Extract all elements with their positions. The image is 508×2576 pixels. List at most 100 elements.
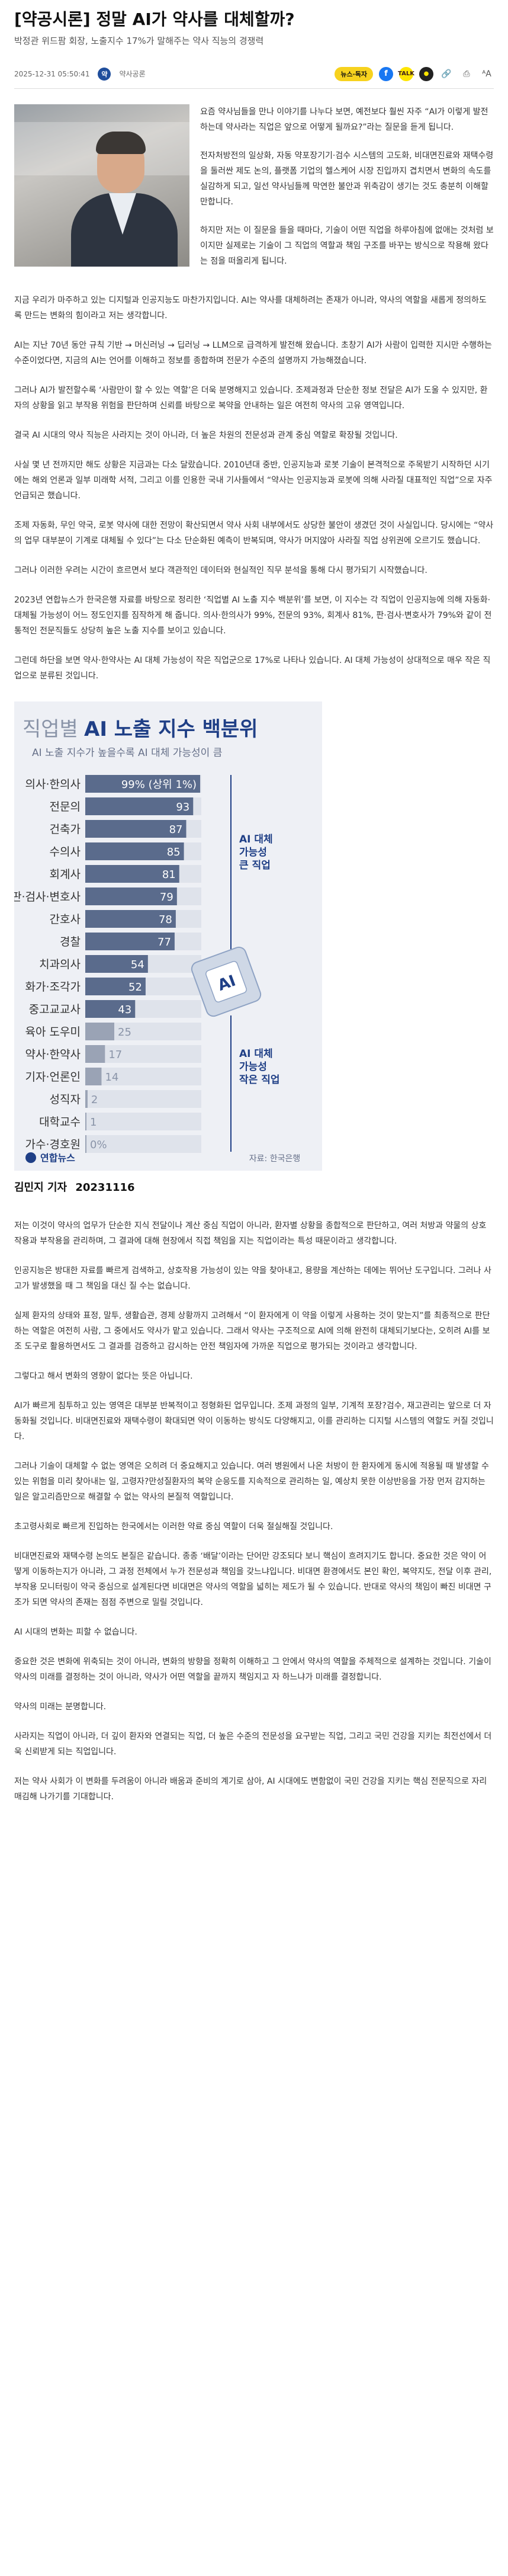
- bar: [85, 887, 177, 905]
- annotation-high-line: 큰 직업: [239, 860, 271, 872]
- body-paragraph: 지금 우리가 마주하고 있는 디지털과 인공지능도 마찬가지입니다. AI는 약…: [14, 296, 487, 321]
- category-label: 의사·한의사: [25, 778, 81, 791]
- bar-track: [85, 1135, 201, 1153]
- body-paragraph: 인공지능은 방대한 자료를 빠르게 검색하고, 상호작용 가능성이 있는 약을 …: [14, 1266, 491, 1291]
- category-label: 치과의사: [39, 958, 81, 971]
- bar: [85, 842, 184, 860]
- body-paragraph: AI는 지난 70년 동안 규칙 기반 → 머신러닝 → 딥러닝 → LLM으로…: [14, 341, 492, 366]
- article-body-part1: 지금 우리가 마주하고 있는 디지털과 인공지능도 마찬가지입니다. AI는 약…: [14, 293, 494, 684]
- value-label: 77: [157, 936, 171, 949]
- publisher-name[interactable]: 약사공론: [119, 70, 146, 78]
- chart-title: AI 노출 지수 백분위: [84, 717, 258, 741]
- bar: [85, 820, 187, 838]
- publisher-logo-icon: 약: [98, 67, 111, 81]
- chart-svg: 직업별 AI 노출 지수 백분위 AI 노출 지수가 높을수록 AI 대체 가능…: [11, 717, 300, 1164]
- category-label: 간호사: [50, 913, 81, 926]
- bar: [85, 1068, 102, 1085]
- bar: [85, 933, 175, 950]
- value-label: 85: [167, 846, 181, 858]
- intro-paragraph: 요즘 약사님들을 만나 이야기를 나누다 보면, 예전보다 훨씬 자주 “AI가…: [200, 107, 488, 132]
- link-icon[interactable]: 🔗: [441, 69, 452, 79]
- category-label: 건축가: [50, 823, 81, 836]
- facebook-icon[interactable]: f: [379, 66, 393, 81]
- ai-chip-icon: AI: [191, 946, 262, 1017]
- value-label: 81: [162, 869, 176, 881]
- print-icon[interactable]: ⎙: [463, 69, 470, 79]
- article-page: [약공시론] 정말 AI가 약사를 대체할까? 박정관 위드팜 회장, 노출지수…: [11, 9, 494, 1805]
- category-label: 중고교교사: [29, 1003, 81, 1016]
- body-paragraph: 결국 AI 시대의 약사 직능은 사라지는 것이 아니라, 더 높은 차원의 전…: [14, 431, 398, 440]
- logo-text: 연합뉴스: [40, 1152, 75, 1164]
- author-photo: [14, 104, 189, 267]
- intro-paragraph: 전자처방전의 일상화, 자동 약포장기기·검수 시스템의 고도화, 비대면진료와…: [200, 151, 494, 207]
- publish-date: 2025-12-31 05:50:41: [14, 69, 90, 78]
- value-label: 2: [91, 1094, 98, 1106]
- body-paragraph: 실제 환자의 상태와 표정, 말투, 생활습관, 경제 상황까지 고려해서 “이…: [14, 1311, 490, 1351]
- body-paragraph: 그러나 이러한 우려는 시간이 흐르면서 보다 객관적인 데이터와 현실적인 직…: [14, 566, 427, 575]
- body-paragraph: 그러나 AI가 발전할수록 ‘사람만이 할 수 있는 역할’은 더욱 분명해지고…: [14, 386, 488, 411]
- body-paragraph: 사라지는 직업이 아니라, 더 깊이 환자와 연결되는 직업, 더 높은 수준의…: [14, 1732, 492, 1757]
- bar-track: [85, 1090, 201, 1108]
- category-label: 기자·언론인: [25, 1071, 81, 1084]
- category-label: 수의사: [50, 845, 81, 858]
- category-label: 판·검사·변호사: [14, 890, 81, 903]
- bar: [85, 775, 201, 793]
- category-label: 전문의: [50, 800, 81, 813]
- value-label: 52: [128, 981, 142, 994]
- body-paragraph: 초고령사회로 빠르게 진입하는 한국에서는 이러한 약료 중심 역할이 더욱 절…: [14, 1522, 333, 1531]
- body-paragraph: 저는 이것이 약사의 업무가 단순한 지식 전달이나 계산 중심 직업이 아니라…: [14, 1221, 487, 1246]
- body-paragraph: 조제 자동화, 무인 약국, 로봇 약사에 대한 전망이 확산되면서 약사 사회…: [14, 521, 494, 546]
- annotation-low-line: AI 대체: [239, 1048, 273, 1060]
- body-paragraph: 사실 몇 년 전까지만 해도 상황은 지금과는 다소 달랐습니다. 2010년대…: [14, 460, 493, 501]
- value-label: 78: [159, 914, 172, 926]
- infographic-figure: 직업별 AI 노출 지수 백분위 AI 노출 지수가 높을수록 AI 대체 가능…: [11, 701, 322, 1194]
- bar: [85, 1000, 136, 1018]
- bar: [85, 1090, 88, 1108]
- bar: [85, 910, 176, 928]
- bar: [85, 1113, 86, 1130]
- body-paragraph: 약사의 미래는 분명합니다.: [14, 1702, 107, 1712]
- kakaostory-icon[interactable]: ●: [419, 66, 433, 81]
- body-paragraph: 중요한 것은 변화에 위축되는 것이 아니라, 변화의 방향을 정확히 이해하고…: [14, 1657, 491, 1682]
- value-label: 79: [160, 891, 173, 903]
- credit-author: 김민지 기자: [14, 1181, 67, 1194]
- bar-track: [85, 1068, 201, 1085]
- intro-paragraph: 하지만 저는 이 질문을 들을 때마다, 기술이 어떤 직업을 하루아침에 없애…: [200, 226, 494, 266]
- value-label: 87: [169, 824, 183, 836]
- value-label: 14: [105, 1071, 118, 1084]
- bar: [85, 978, 146, 995]
- intro-text: 요즘 약사님들을 만나 이야기를 나누다 보면, 예전보다 훨씬 자주 “AI가…: [189, 104, 494, 282]
- figure-credit: 김민지 기자 20231116: [14, 1179, 322, 1194]
- value-label: 43: [118, 1004, 131, 1016]
- font-size-icon[interactable]: ᴬA: [482, 69, 491, 79]
- share-pill-button[interactable]: 뉴스·독자: [335, 66, 373, 81]
- bar: [85, 1135, 86, 1153]
- value-label: 99% (상위 1%): [121, 778, 197, 791]
- category-label: 회계사: [50, 868, 81, 881]
- value-label: 93: [176, 801, 189, 813]
- bar-track: [85, 1113, 201, 1130]
- body-paragraph: 그런데 하단을 보면 약사·한약사는 AI 대체 가능성이 작은 직업군으로 1…: [14, 656, 491, 681]
- kakaotalk-icon[interactable]: TALK: [398, 66, 414, 81]
- value-label: 17: [108, 1049, 122, 1061]
- body-paragraph: 2023년 연합뉴스가 한국은행 자료를 바탕으로 정리한 ‘직업별 AI 노출…: [14, 595, 492, 636]
- bar: [85, 955, 148, 973]
- body-paragraph: AI가 빠르게 침투하고 있는 영역은 대부분 반복적이고 정형화된 업무입니다…: [14, 1401, 494, 1441]
- category-label: 성직자: [50, 1093, 81, 1106]
- chart-title-prefix: 직업별: [22, 717, 78, 741]
- category-label: 가수·경호원: [25, 1138, 81, 1151]
- bar: [85, 865, 179, 883]
- value-label: 54: [131, 959, 144, 971]
- article-body-part2: 저는 이것이 약사의 업무가 단순한 지식 전달이나 계산 중심 직업이 아니라…: [14, 1218, 494, 1805]
- bar: [85, 1023, 114, 1040]
- annotation-high-line: AI 대체: [239, 834, 273, 845]
- category-label: 화가·조각가: [25, 981, 81, 994]
- body-paragraph: 그렇다고 해서 변화의 영향이 없다는 뜻은 아닙니다.: [14, 1372, 193, 1381]
- chart-subtitle: AI 노출 지수가 높을수록 AI 대체 가능성이 큼: [32, 747, 222, 759]
- body-paragraph: 그러나 기술이 대체할 수 없는 영역은 오히려 더 중요해지고 있습니다. 여…: [14, 1462, 489, 1502]
- body-paragraph: AI 시대의 변화는 피할 수 없습니다.: [14, 1627, 137, 1637]
- ai-exposure-chart: 직업별 AI 노출 지수 백분위 AI 노출 지수가 높을수록 AI 대체 가능…: [11, 701, 322, 1171]
- chart-source: 자료: 한국은행: [249, 1154, 300, 1164]
